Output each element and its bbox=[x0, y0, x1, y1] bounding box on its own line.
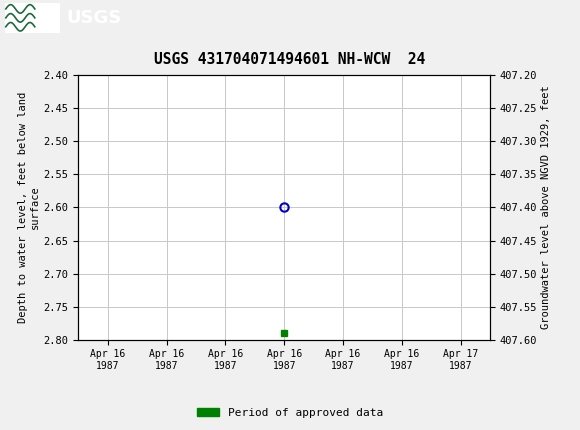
Text: USGS: USGS bbox=[67, 9, 122, 27]
Legend: Period of approved data: Period of approved data bbox=[193, 403, 387, 422]
Y-axis label: Groundwater level above NGVD 1929, feet: Groundwater level above NGVD 1929, feet bbox=[542, 86, 552, 329]
Text: USGS 431704071494601 NH-WCW  24: USGS 431704071494601 NH-WCW 24 bbox=[154, 52, 426, 67]
FancyBboxPatch shape bbox=[5, 3, 60, 33]
Y-axis label: Depth to water level, feet below land
surface: Depth to water level, feet below land su… bbox=[18, 92, 39, 323]
